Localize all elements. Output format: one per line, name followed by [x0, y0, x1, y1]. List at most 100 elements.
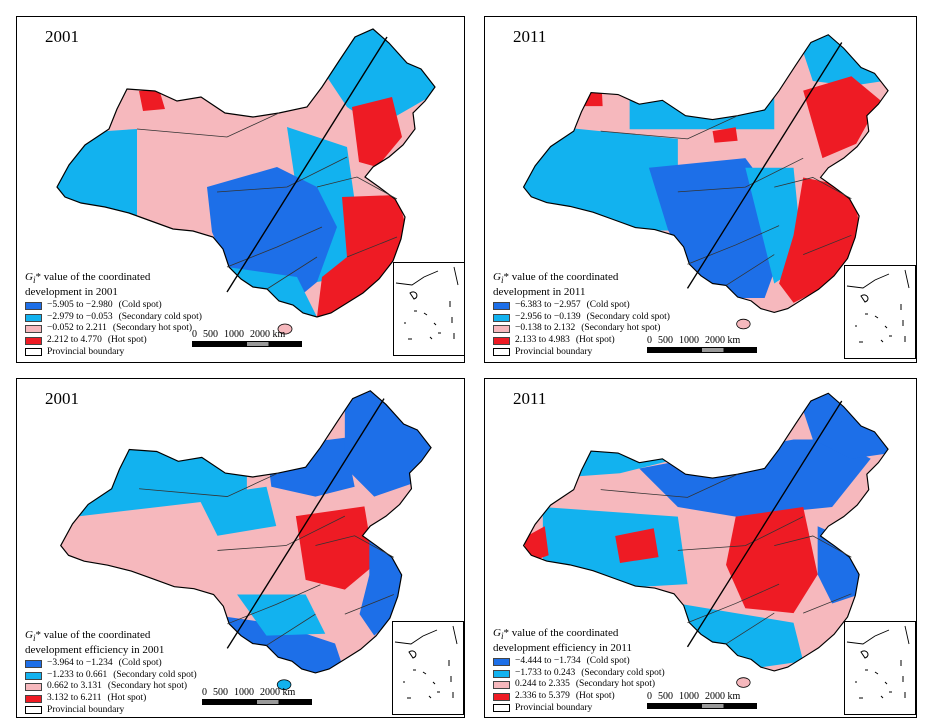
scale-bar: 0 500 1000 2000 km [647, 691, 757, 709]
legend-range: 2.212 to 4.770 [47, 334, 102, 345]
region-secondary-cold-south [237, 594, 326, 636]
legend-swatch-secondary-hot [493, 681, 510, 690]
legend-class: (Secondary hot spot) [107, 681, 188, 692]
legend-item: −2.956 to −0.139 (Secondary cold spot) [493, 312, 670, 324]
legend-swatch-boundary [25, 348, 42, 357]
china-hotspot-map [522, 34, 889, 330]
panel-year-title: 2011 [513, 27, 547, 46]
country-boundary [522, 392, 889, 672]
hu-line [226, 398, 385, 649]
legend-class: (Secondary hot spot) [581, 323, 661, 334]
region-hot-east-coast [317, 195, 412, 317]
scale-bar: 0 500 1000 2000 km [192, 329, 302, 347]
region-secondary-cold-west [57, 129, 137, 232]
legend-swatch-boundary [493, 704, 510, 713]
legend-swatch-cold [493, 657, 510, 666]
legend-range: −2.956 to −0.139 [515, 311, 581, 322]
legend-title-line2: development in 2001 [25, 285, 118, 298]
scale-bar: 0 500 1000 2000 km [202, 687, 312, 705]
scale-bar-graphic [192, 341, 302, 347]
legend-title-symbol: G [25, 271, 33, 283]
map-legend: Gi* value of the coordinated development … [25, 629, 197, 717]
legend-swatch-secondary-cold [493, 313, 510, 322]
legend-class: (Hot spot) [575, 690, 615, 701]
scale-bar-graphic [647, 347, 757, 353]
legend-range: 0.244 to 2.335 [515, 679, 570, 690]
legend-title-subscript: i [32, 275, 36, 286]
region-secondary-cold-center-north [197, 486, 277, 536]
legend-title-text: * value of the coordinated [503, 627, 619, 639]
provincial-boundaries [136, 112, 398, 290]
legend-range: −2.979 to −0.053 [47, 311, 113, 322]
legend-range: 3.132 to 6.211 [47, 692, 102, 703]
legend-title-line2: development in 2011 [493, 285, 586, 298]
legend-swatch-hot [25, 694, 42, 703]
region-hot-east-coast [779, 177, 863, 303]
country-boundary [522, 34, 889, 314]
legend-class: (Cold spot) [118, 658, 162, 669]
legend-title-subscript: i [32, 633, 36, 644]
scale-label: 500 [203, 329, 218, 340]
legend-boundary-label: Provincial boundary [47, 346, 125, 357]
legend-range: −1.233 to 0.661 [47, 669, 108, 680]
scale-label: 2000 km [705, 335, 741, 346]
inset-map [846, 625, 910, 699]
scale-bar: 0 500 1000 2000 km [647, 335, 757, 353]
provincial-boundaries [600, 473, 852, 645]
legend-item: Provincial boundary [493, 347, 670, 359]
legend-item: 2.133 to 4.983 (Hot spot) [493, 335, 670, 347]
panel-year-title: 2001 [45, 389, 79, 408]
scale-label: 0 [647, 335, 652, 346]
legend-title: Gi* value of the coordinated development … [25, 629, 197, 656]
legend-item: −5.905 to −2.980 (Cold spot) [25, 300, 202, 312]
legend-title-symbol: G [493, 627, 501, 639]
inset-map [394, 625, 458, 699]
map-panel-coordinated-efficiency-2001: 2001 Gi* value of the coordinated develop… [16, 378, 465, 718]
region-hot-northeast [803, 76, 881, 159]
region-cold-southwest [648, 158, 784, 298]
scale-label: 2000 km [705, 691, 741, 702]
legend-title-symbol: G [493, 271, 501, 283]
south-china-sea-inset [844, 265, 916, 359]
legend-item: 2.212 to 4.770 (Hot spot) [25, 335, 202, 347]
legend-class: (Hot spot) [107, 334, 147, 345]
scale-label: 1000 [234, 687, 254, 698]
legend-item: −0.138 to 2.132 (Secondary hot spot) [493, 323, 670, 335]
scale-label: 0 [647, 691, 652, 702]
legend-item: Provincial boundary [25, 705, 197, 717]
legend-class: (Hot spot) [575, 334, 615, 345]
scale-bar-graphic [202, 699, 312, 705]
legend-class: (Secondary cold spot) [118, 311, 202, 322]
hainan-island [277, 323, 293, 335]
legend-item: −2.979 to −0.053 (Secondary cold spot) [25, 312, 202, 324]
legend-title-text: * value of the coordinated [35, 271, 151, 283]
scale-label: 1000 [224, 329, 244, 340]
legend-swatch-boundary [493, 348, 510, 357]
legend-item: −3.964 to −1.234 (Cold spot) [25, 658, 197, 670]
legend-swatch-cold [25, 659, 42, 668]
scale-label: 2000 km [260, 687, 296, 698]
inset-map [846, 269, 910, 343]
legend-item: −4.444 to −1.734 (Cold spot) [493, 656, 665, 668]
region-hot-center [295, 506, 375, 590]
region-secondary-cold-west [523, 119, 678, 231]
legend-range: 2.336 to 5.379 [515, 690, 570, 701]
legend-swatch-cold [25, 301, 42, 310]
legend-range: −3.964 to −1.234 [47, 658, 113, 669]
legend-swatch-cold [493, 301, 510, 310]
south-china-sea-inset [392, 621, 464, 715]
hainan-island [736, 318, 751, 330]
legend-swatch-secondary-cold [25, 313, 42, 322]
legend-swatch-hot [493, 692, 510, 701]
legend-item: Provincial boundary [493, 703, 665, 715]
legend-class: (Hot spot) [107, 692, 147, 703]
region-cold-northeast [344, 390, 432, 497]
legend-class: (Secondary hot spot) [112, 323, 193, 334]
legend-class: (Cold spot) [586, 656, 630, 667]
china-hotspot-map [56, 28, 436, 335]
legend-item: Provincial boundary [25, 347, 202, 359]
south-china-sea-inset [393, 262, 464, 356]
legend-swatch-secondary-cold [25, 671, 42, 680]
legend-item: 0.662 to 3.131 (Secondary hot spot) [25, 681, 197, 693]
legend-range: −0.138 to 2.132 [515, 323, 576, 334]
